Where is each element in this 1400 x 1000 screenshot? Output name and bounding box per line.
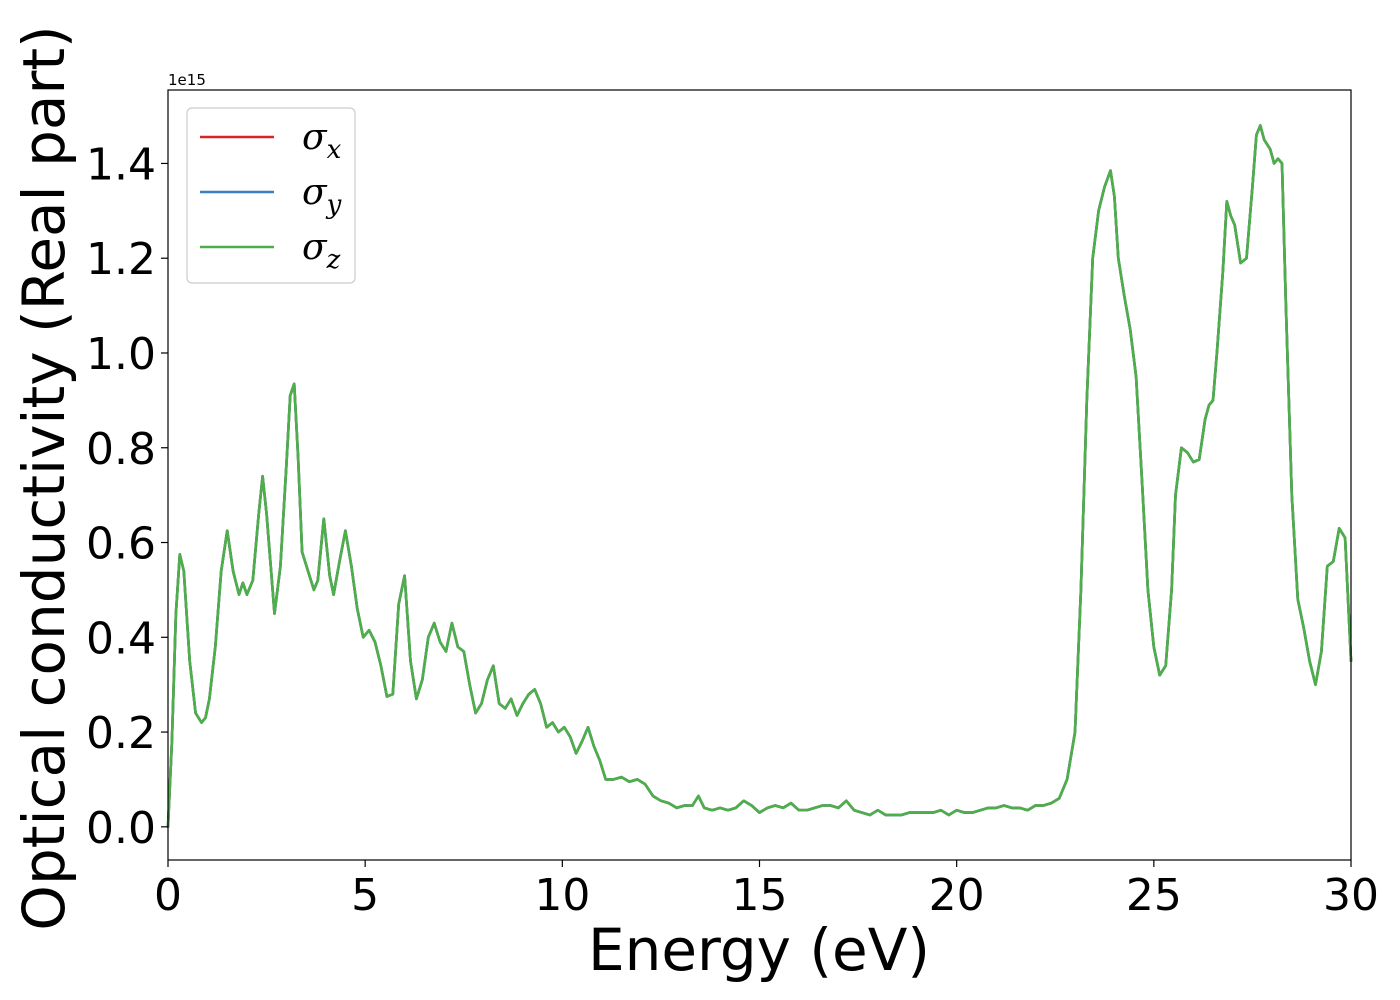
y-tick-label: 1.2 bbox=[86, 234, 156, 285]
y-tick-label: 0.6 bbox=[86, 519, 156, 570]
plot-area bbox=[168, 90, 1351, 860]
legend-label-base: σ bbox=[302, 227, 328, 268]
y-tick-label: 0.0 bbox=[86, 803, 156, 854]
legend-frame bbox=[186, 107, 356, 284]
series-line-z bbox=[166, 124, 1353, 829]
legend-label-subscript: x bbox=[327, 135, 342, 165]
legend-label-x: σx bbox=[302, 117, 342, 165]
y-tick-label: 0.8 bbox=[86, 424, 156, 475]
legend-label-base: σ bbox=[302, 172, 328, 213]
y-axis-label: Optical conductivity (Real part) bbox=[10, 25, 78, 930]
x-axis-label: Energy (eV) bbox=[588, 916, 930, 984]
legend-label-z: σz bbox=[302, 227, 341, 275]
legend-label-y: σy bbox=[302, 172, 342, 220]
x-tick-label: 25 bbox=[1126, 870, 1182, 921]
series-layer bbox=[166, 124, 1353, 829]
legend-label-base: σ bbox=[302, 117, 328, 158]
x-tick-label: 10 bbox=[534, 870, 590, 921]
x-tick-label: 15 bbox=[732, 870, 788, 921]
y-tick-label: 1.0 bbox=[86, 329, 156, 380]
y-tick-label: 0.4 bbox=[86, 613, 156, 664]
x-tick-label: 20 bbox=[929, 870, 985, 921]
y-axis-ticks: 0.0 0.2 0.4 0.6 0.8 1.0 1.2 1.4 bbox=[86, 139, 168, 854]
y-tick-label: 0.2 bbox=[86, 708, 156, 759]
y-offset-label: 1e15 bbox=[168, 71, 206, 89]
x-axis-ticks: 0 5 10 15 20 25 30 bbox=[154, 860, 1379, 921]
y-tick-label: 1.4 bbox=[86, 139, 156, 190]
legend-label-subscript: z bbox=[326, 245, 341, 275]
x-tick-label: 5 bbox=[351, 870, 379, 921]
x-tick-label: 0 bbox=[154, 870, 182, 921]
legend-label-subscript: y bbox=[326, 190, 342, 220]
x-tick-label: 30 bbox=[1323, 870, 1379, 921]
